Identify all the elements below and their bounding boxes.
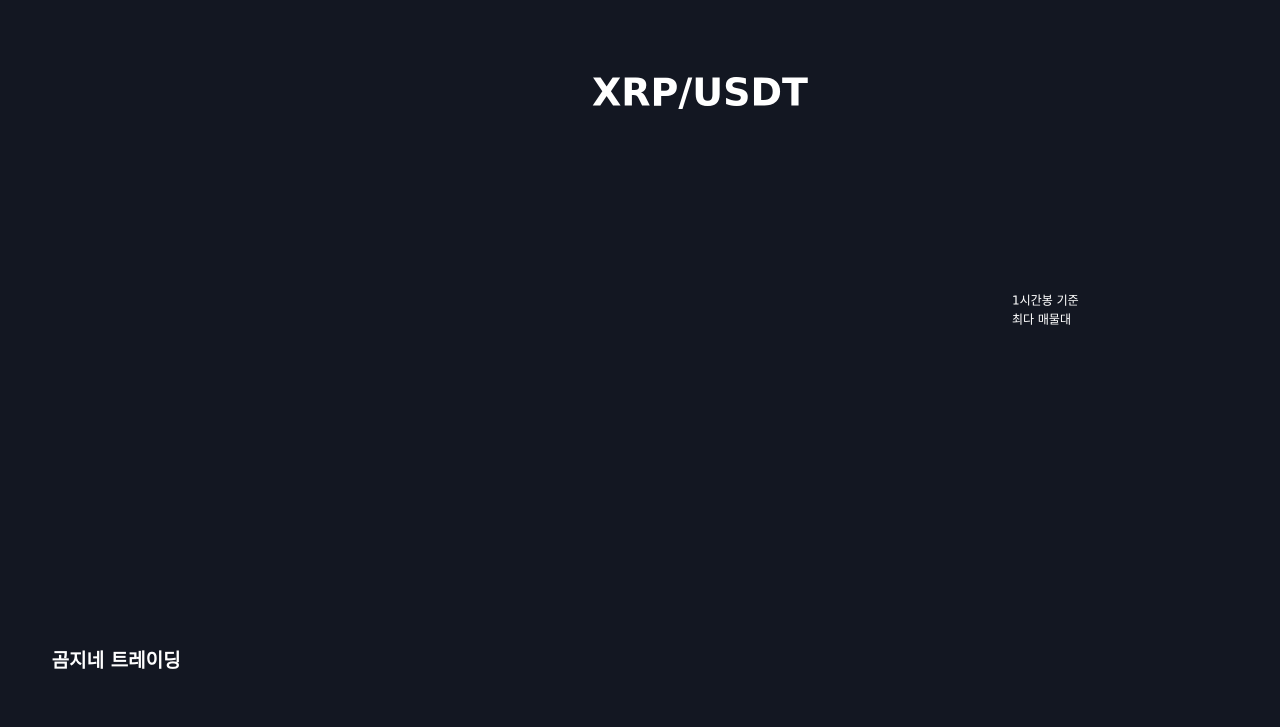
note-line: 1시간봉 기준 [1012,294,1079,308]
note-line: 최다 매물대 [1012,313,1071,327]
watermark: 곰지네 트레이딩 [52,650,181,672]
chart-title: XRP/USDT [592,71,808,115]
